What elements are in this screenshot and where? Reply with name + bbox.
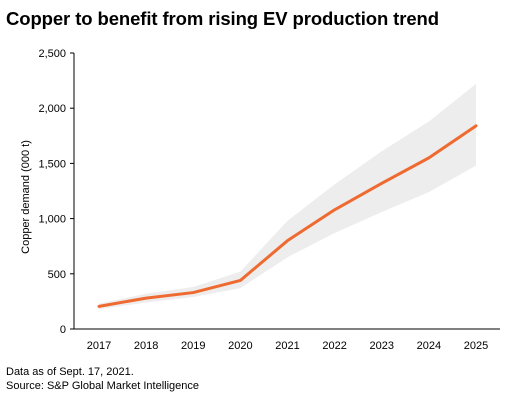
y-axis-label: Copper demand (000 t): [20, 140, 32, 254]
x-tick-label: 2017: [87, 340, 111, 352]
x-tick-label: 2020: [228, 340, 252, 352]
source-note: Source: S&P Global Market Intelligence: [6, 380, 200, 392]
y-tick-label: 2,000: [38, 103, 66, 115]
forecast-range-band: [99, 83, 476, 310]
x-tick-label: 2019: [181, 340, 205, 352]
tick-layer: 0 500 1,000 1,500 2,000 2,500 2017 2018 2019 2020…: [38, 48, 488, 352]
y-tick-label: 0: [60, 324, 66, 336]
x-tick-label: 2021: [275, 340, 299, 352]
x-tick-label: 2023: [370, 340, 394, 352]
data-date-note: Data as of Sept. 17, 2021.: [6, 366, 134, 378]
y-tick-label: 1,000: [38, 214, 66, 226]
chart-title: Copper to benefit from rising EV product…: [6, 8, 439, 29]
x-tick-label: 2025: [464, 340, 488, 352]
line-layer: [97, 124, 478, 308]
y-tick-label: 1,500: [38, 158, 66, 170]
x-tick-label: 2018: [134, 340, 158, 352]
x-tick-label: 2024: [417, 340, 441, 352]
y-tick-label: 2,500: [38, 48, 66, 60]
band-layer: [99, 83, 476, 310]
axes-layer: [70, 52, 500, 330]
y-tick-label: 500: [48, 269, 66, 281]
x-tick-label: 2022: [322, 340, 346, 352]
